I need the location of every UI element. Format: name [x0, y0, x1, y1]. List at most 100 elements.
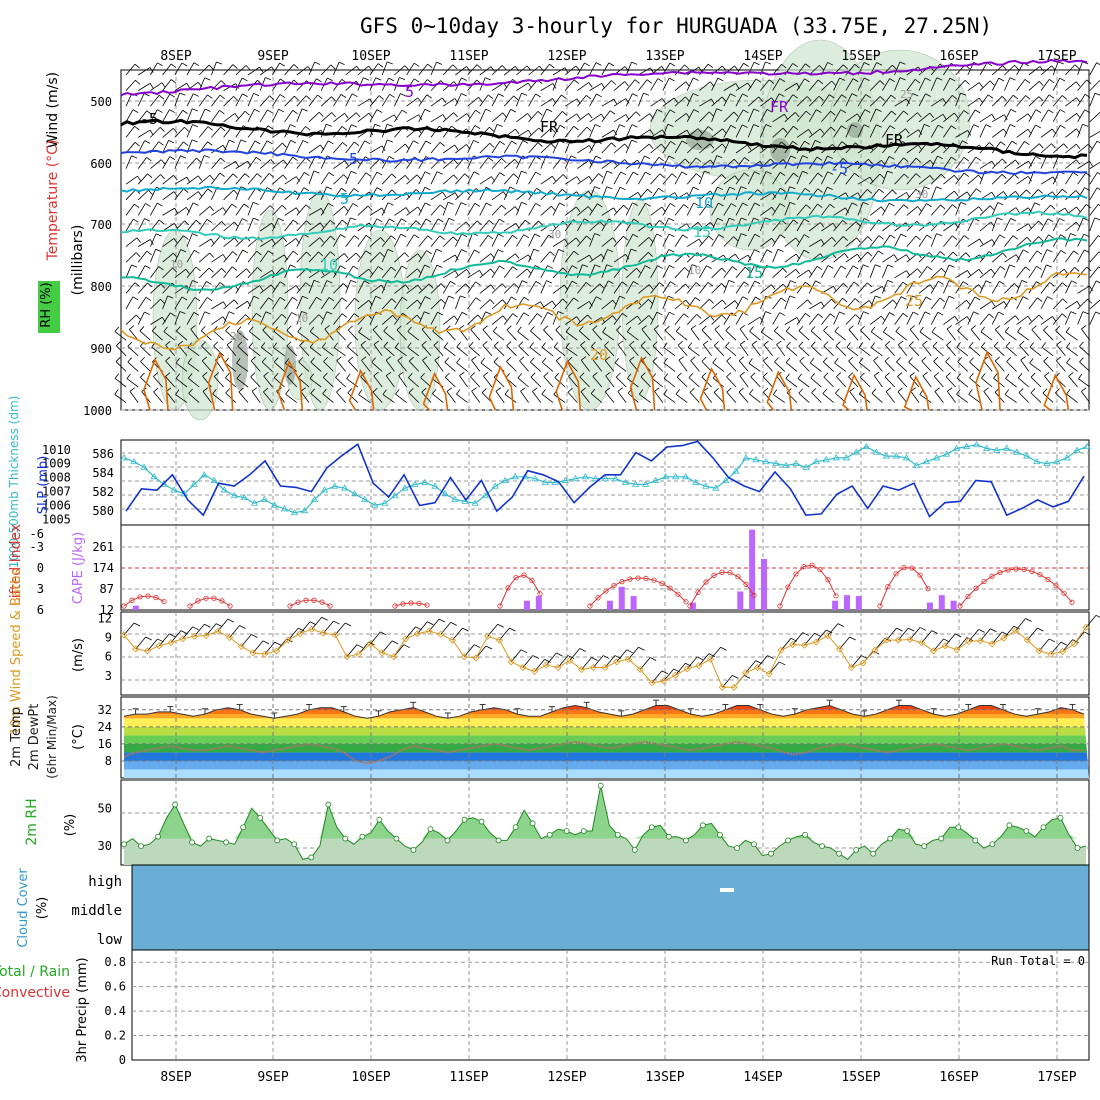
- wind-barb-flag: [596, 296, 602, 300]
- wind-barb-flag: [1061, 313, 1067, 318]
- wind-barb-flag: [351, 124, 357, 128]
- thickness-point: [942, 450, 951, 457]
- wind10-point: [894, 636, 902, 644]
- wind-barb-flag: [453, 174, 458, 180]
- wind-barb: [589, 93, 597, 107]
- wind-barb: [186, 266, 197, 279]
- wind-barb: [906, 206, 918, 216]
- wind-barb: [699, 315, 711, 325]
- wind-barb: [1017, 377, 1030, 388]
- lifted-index-point: [611, 582, 617, 589]
- temp-band: [124, 714, 1089, 719]
- wind-barb-flag: [358, 326, 363, 333]
- wind-barb-flag: [827, 62, 834, 66]
- wind-barb-flag: [654, 387, 660, 392]
- precip-tick: 0.6: [104, 980, 126, 994]
- thickness-point: [581, 473, 590, 480]
- wind-barb: [310, 361, 322, 372]
- wind10-point: [472, 654, 480, 662]
- wind-barb: [747, 171, 755, 185]
- lifted-index-point: [687, 603, 693, 609]
- wind-barb-flag: [309, 326, 315, 332]
- wind-barb: [125, 264, 132, 278]
- wind-barb-flag: [336, 387, 342, 393]
- wind-barb-flag: [873, 356, 879, 361]
- contour-30-loop: [348, 368, 375, 411]
- rh2m-point: [665, 833, 672, 840]
- wind-barb: [747, 108, 755, 122]
- wind-barb-flag: [629, 340, 635, 346]
- wind-barb-flag: [480, 357, 485, 364]
- rh2m-point: [648, 824, 655, 831]
- wind-barb-flag: [220, 157, 226, 163]
- wind-barb: [308, 144, 321, 154]
- wind-barb: [894, 98, 907, 107]
- wind-barb: [906, 173, 917, 185]
- wind-barb: [980, 331, 993, 341]
- wind-barb-flag: [310, 388, 316, 394]
- wind-barb: [430, 171, 438, 185]
- wind-barb-flag: [301, 108, 308, 112]
- wind-barb: [1056, 344, 1066, 357]
- wind-barb-flag: [236, 326, 242, 332]
- wind-barb-flag: [1036, 250, 1043, 255]
- wind-barb: [470, 376, 481, 388]
- wind-barb-flag: [870, 326, 876, 333]
- wind-barb: [873, 360, 883, 372]
- wind-barb: [1077, 94, 1086, 107]
- wind-barb-flag: [521, 280, 528, 284]
- wind-barb-flag: [909, 341, 914, 346]
- wind-barb: [955, 80, 966, 91]
- wind-barb-flag: [908, 357, 913, 363]
- wind-barb-flag: [936, 233, 943, 237]
- wind-barb-flag: [204, 311, 211, 315]
- wind-barb-flag: [766, 109, 773, 113]
- wind-barb-flag: [305, 204, 311, 210]
- wind10-barb-flag: [239, 625, 246, 629]
- wind-barb: [857, 202, 864, 216]
- wind-barb: [662, 218, 669, 232]
- wind-barb: [699, 98, 712, 107]
- wind-barb-flag: [158, 219, 164, 224]
- wind-barb: [833, 253, 845, 263]
- wind-barb: [198, 219, 208, 232]
- wind10-point: [542, 661, 550, 669]
- wind-barb-flag: [252, 201, 259, 205]
- wind-barb-flag: [248, 342, 254, 348]
- wind-barb-flag: [458, 325, 465, 330]
- wind-barb: [153, 376, 163, 388]
- wind-barb-flag: [593, 356, 599, 361]
- wind-barb: [956, 377, 969, 388]
- lifted-index-point: [327, 603, 333, 609]
- wind-barb-flag: [912, 93, 919, 97]
- wind-barb: [1016, 128, 1029, 138]
- wind-barb-flag: [1061, 95, 1068, 100]
- wind-barb: [479, 157, 489, 169]
- wind-barb-flag: [827, 186, 833, 190]
- wind-barb-flag: [417, 253, 422, 259]
- wind-barb-flag: [144, 140, 151, 144]
- wind-barb: [125, 252, 137, 263]
- wind-barb-flag: [424, 202, 431, 206]
- wind-barb-flag: [919, 326, 924, 333]
- wind-barb-flag: [137, 175, 142, 182]
- wind-barb: [480, 362, 493, 372]
- wind-barb: [529, 346, 542, 357]
- wind-barb-flag: [738, 356, 745, 361]
- wind-barb: [869, 80, 881, 91]
- wind-barb-flag: [721, 283, 726, 288]
- wind-barb: [845, 63, 856, 76]
- wind-barb-flag: [754, 171, 760, 175]
- wind-barb-flag: [442, 114, 447, 120]
- wind-barb: [918, 266, 928, 279]
- wind10-barb: [710, 646, 721, 660]
- label-temp-unit: (°C): [71, 724, 86, 750]
- wind-barb: [455, 295, 461, 310]
- wind-barb-flag: [755, 296, 761, 301]
- wind-barb-flag: [765, 61, 772, 65]
- wind-barb-flag: [840, 109, 847, 114]
- wind-barb: [662, 155, 670, 169]
- wind-barb: [296, 126, 306, 138]
- wind-barb-flag: [207, 188, 213, 193]
- wind-barb: [701, 329, 712, 341]
